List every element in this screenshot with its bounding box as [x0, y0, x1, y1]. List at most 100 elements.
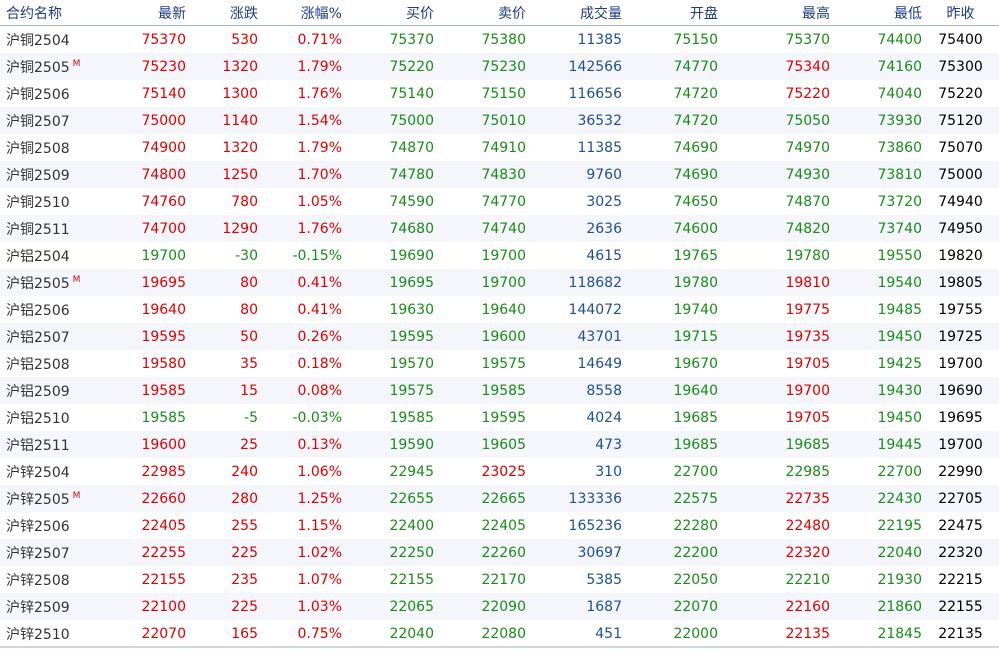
- table-row[interactable]: 沪铜2504 75370 530 0.71% 75370 75380 11385 75150 7…: [0, 26, 999, 54]
- table-row[interactable]: 沪铜2505 M 75230 1320 1.79% 75220 75230 142566 747…: [0, 53, 999, 80]
- table-row[interactable]: 沪锌2509 22100 225 1.03% 22065 22090 1687 22070 22…: [0, 593, 999, 620]
- cell-contract-name[interactable]: 沪铜2509: [0, 161, 90, 188]
- cell-high: 19705: [785, 355, 830, 372]
- contract-name-text: 沪铝2504: [6, 248, 70, 265]
- cell-change: 280: [231, 490, 258, 507]
- table-row[interactable]: 沪铝2508 19580 35 0.18% 19570 19575 14649 19670 19…: [0, 350, 999, 377]
- table-row[interactable]: 沪铜2508 74900 1320 1.79% 74870 74910 11385 74690…: [0, 134, 999, 161]
- contract-name-text: 沪铝2506: [6, 302, 70, 319]
- table-row[interactable]: 沪锌2507 22255 225 1.02% 22250 22260 30697 22200 2…: [0, 539, 999, 566]
- table-row[interactable]: 沪锌2510 22070 165 0.75% 22040 22080 451 22000 221…: [0, 620, 999, 647]
- cell-contract-name[interactable]: 沪铜2511: [0, 215, 90, 242]
- cell-change: 1290: [222, 220, 258, 237]
- table-row[interactable]: 沪锌2506 22405 255 1.15% 22400 22405 165236 22280…: [0, 512, 999, 539]
- table-row[interactable]: 沪铝2506 19640 80 0.41% 19630 19640 144072 19740 1…: [0, 296, 999, 323]
- col-header-bid[interactable]: 买价: [342, 0, 434, 26]
- cell-contract-name[interactable]: 沪锌2510: [0, 620, 90, 647]
- table-row[interactable]: 沪铝2511 19600 25 0.13% 19590 19605 473 19685 1968…: [0, 431, 999, 458]
- cell-latest: 74800: [141, 166, 186, 183]
- cell-prev-close: 19700: [938, 436, 983, 453]
- cell-open: 74690: [673, 166, 718, 183]
- cell-high: 22735: [785, 490, 830, 507]
- cell-contract-name[interactable]: 沪铜2508: [0, 134, 90, 161]
- cell-contract-name[interactable]: 沪铜2510: [0, 188, 90, 215]
- col-header-ask[interactable]: 卖价: [434, 0, 526, 26]
- cell-change: -30: [235, 247, 258, 264]
- cell-contract-name[interactable]: 沪铝2506: [0, 296, 90, 323]
- table-row[interactable]: 沪锌2504 22985 240 1.06% 22945 23025 310 22700 229…: [0, 458, 999, 485]
- cell-latest: 19580: [141, 355, 186, 372]
- contract-name-text: 沪铜2506: [6, 86, 70, 103]
- cell-contract-name[interactable]: 沪锌2509: [0, 593, 90, 620]
- cell-low: 19430: [877, 382, 922, 399]
- cell-change-pct: 0.08%: [297, 382, 342, 399]
- cell-contract-name[interactable]: 沪锌2506: [0, 512, 90, 539]
- table-row[interactable]: 沪铜2506 75140 1300 1.76% 75140 75150 116656 7472…: [0, 80, 999, 107]
- cell-contract-name[interactable]: 沪铝2510: [0, 404, 90, 431]
- cell-contract-name[interactable]: 沪铝2508: [0, 350, 90, 377]
- cell-volume: 5385: [586, 571, 622, 588]
- contract-name-text: 沪锌2510: [6, 626, 70, 643]
- cell-latest: 19585: [141, 409, 186, 426]
- cell-contract-name[interactable]: 沪铜2506: [0, 80, 90, 107]
- col-header-volume[interactable]: 成交量: [526, 0, 622, 26]
- cell-volume: 116656: [568, 85, 622, 102]
- table-row[interactable]: 沪铝2504 19700 -30 -0.15% 19690 19700 4615 19765 1…: [0, 242, 999, 269]
- cell-volume: 14649: [577, 355, 622, 372]
- cell-contract-name[interactable]: 沪铝2509: [0, 377, 90, 404]
- cell-low: 19450: [877, 328, 922, 345]
- cell-change: 1320: [222, 139, 258, 156]
- col-header-low[interactable]: 最低: [830, 0, 922, 26]
- table-row[interactable]: 沪铝2509 19585 15 0.08% 19575 19585 8558 19640 197…: [0, 377, 999, 404]
- table-row[interactable]: 沪铝2505 M 19695 80 0.41% 19695 19700 118682 19780…: [0, 269, 999, 296]
- cell-contract-name[interactable]: 沪锌2505 M: [0, 485, 90, 512]
- contract-name-text: 沪锌2508: [6, 572, 70, 589]
- cell-contract-name[interactable]: 沪铝2511: [0, 431, 90, 458]
- cell-change: 80: [240, 301, 258, 318]
- cell-contract-name[interactable]: 沪铜2504: [0, 26, 90, 54]
- table-row[interactable]: 沪铜2507 75000 1140 1.54% 75000 75010 36532 74720…: [0, 107, 999, 134]
- table-row[interactable]: 沪铝2507 19595 50 0.26% 19595 19600 43701 19715 19…: [0, 323, 999, 350]
- cell-contract-name[interactable]: 沪铜2505 M: [0, 53, 90, 80]
- cell-bid: 19575: [389, 382, 434, 399]
- cell-high: 74820: [785, 220, 830, 237]
- cell-contract-name[interactable]: 沪铝2507: [0, 323, 90, 350]
- cell-ask: 22080: [481, 625, 526, 642]
- col-header-prev-close[interactable]: 昨收: [922, 0, 999, 26]
- col-header-change-pct[interactable]: 涨幅%: [258, 0, 342, 26]
- col-header-name[interactable]: 合约名称: [0, 0, 90, 26]
- cell-latest: 74700: [141, 220, 186, 237]
- table-row[interactable]: 沪铜2510 74760 780 1.05% 74590 74770 3025 74650 74…: [0, 188, 999, 215]
- cell-high: 75340: [785, 58, 830, 75]
- cell-prev-close: 75120: [938, 112, 983, 129]
- cell-open: 19780: [673, 274, 718, 291]
- col-header-high[interactable]: 最高: [718, 0, 830, 26]
- cell-high: 19810: [785, 274, 830, 291]
- cell-latest: 74760: [141, 193, 186, 210]
- cell-open: 74720: [673, 85, 718, 102]
- cell-contract-name[interactable]: 沪铜2507: [0, 107, 90, 134]
- cell-change-pct: 1.54%: [297, 112, 342, 129]
- table-row[interactable]: 沪铜2511 74700 1290 1.76% 74680 74740 2636 74600 7…: [0, 215, 999, 242]
- cell-contract-name[interactable]: 沪锌2507: [0, 539, 90, 566]
- cell-high: 22210: [785, 571, 830, 588]
- cell-volume: 36532: [577, 112, 622, 129]
- cell-open: 22050: [673, 571, 718, 588]
- table-row[interactable]: 沪锌2505 M 22660 280 1.25% 22655 22665 133336 2257…: [0, 485, 999, 512]
- cell-contract-name[interactable]: 沪铝2504: [0, 242, 90, 269]
- table-row[interactable]: 沪锌2508 22155 235 1.07% 22155 22170 5385 22050 22…: [0, 566, 999, 593]
- col-header-latest[interactable]: 最新: [90, 0, 186, 26]
- cell-contract-name[interactable]: 沪锌2504: [0, 458, 90, 485]
- table-row[interactable]: 沪铜2509 74800 1250 1.70% 74780 74830 9760 74690 7…: [0, 161, 999, 188]
- col-header-change[interactable]: 涨跌: [186, 0, 258, 26]
- cell-bid: 22400: [389, 517, 434, 534]
- table-row[interactable]: 沪铝2510 19585 -5 -0.03% 19585 19595 4024 19685 19…: [0, 404, 999, 431]
- cell-bid: 74680: [389, 220, 434, 237]
- cell-open: 22200: [673, 544, 718, 561]
- col-header-open[interactable]: 开盘: [622, 0, 718, 26]
- cell-bid: 19690: [389, 247, 434, 264]
- cell-high: 22985: [785, 463, 830, 480]
- cell-contract-name[interactable]: 沪铝2505 M: [0, 269, 90, 296]
- contract-name-text: 沪铝2508: [6, 356, 70, 373]
- cell-contract-name[interactable]: 沪锌2508: [0, 566, 90, 593]
